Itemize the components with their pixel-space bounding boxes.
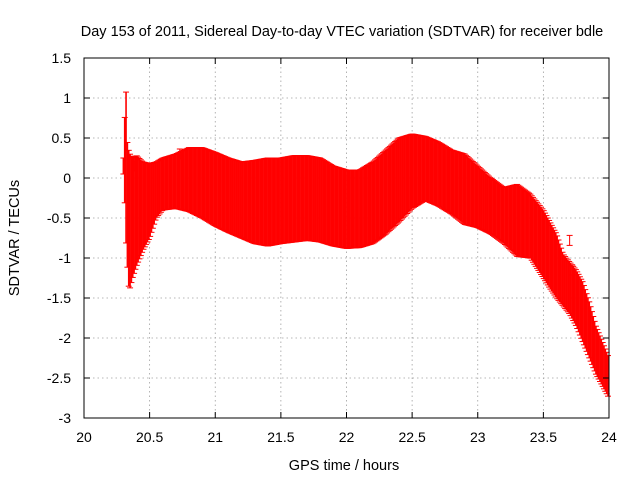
- tick-labels: 20 20.5 21 21.5 22 22.5 23 23.5 24 1.5 1 0.5 0 -0.5 -1…: [47, 50, 617, 445]
- x-tick-label: 23.5: [530, 429, 557, 445]
- x-tick-label: 20: [76, 429, 92, 445]
- y-tick-label: 1.5: [52, 50, 72, 66]
- y-tick-label: -1.5: [47, 290, 71, 306]
- y-tick-label: -2.5: [47, 370, 71, 386]
- x-tick-label: 21: [207, 429, 223, 445]
- y-axis-label: SDTVAR / TECUs: [7, 180, 23, 296]
- x-tick-label: 22: [339, 429, 355, 445]
- x-tick-label: 20.5: [136, 429, 163, 445]
- chart-title: Day 153 of 2011, Sidereal Day-to-day VTE…: [81, 24, 604, 40]
- x-tick-label: 23: [470, 429, 486, 445]
- x-tick-label: 24: [601, 429, 617, 445]
- y-tick-label: 0.5: [52, 130, 72, 146]
- y-tick-label: -1: [59, 250, 72, 266]
- ticks: [83, 57, 610, 419]
- y-tick-label: 0: [63, 170, 71, 186]
- y-tick-label: -0.5: [47, 210, 71, 226]
- y-tick-label: 1: [63, 90, 71, 106]
- x-tick-label: 21.5: [267, 429, 294, 445]
- y-tick-label: -3: [59, 410, 72, 426]
- data-layer: [120, 91, 612, 397]
- x-axis-label: GPS time / hours: [289, 458, 399, 474]
- y-tick-label: -2: [59, 330, 72, 346]
- x-tick-label: 22.5: [399, 429, 426, 445]
